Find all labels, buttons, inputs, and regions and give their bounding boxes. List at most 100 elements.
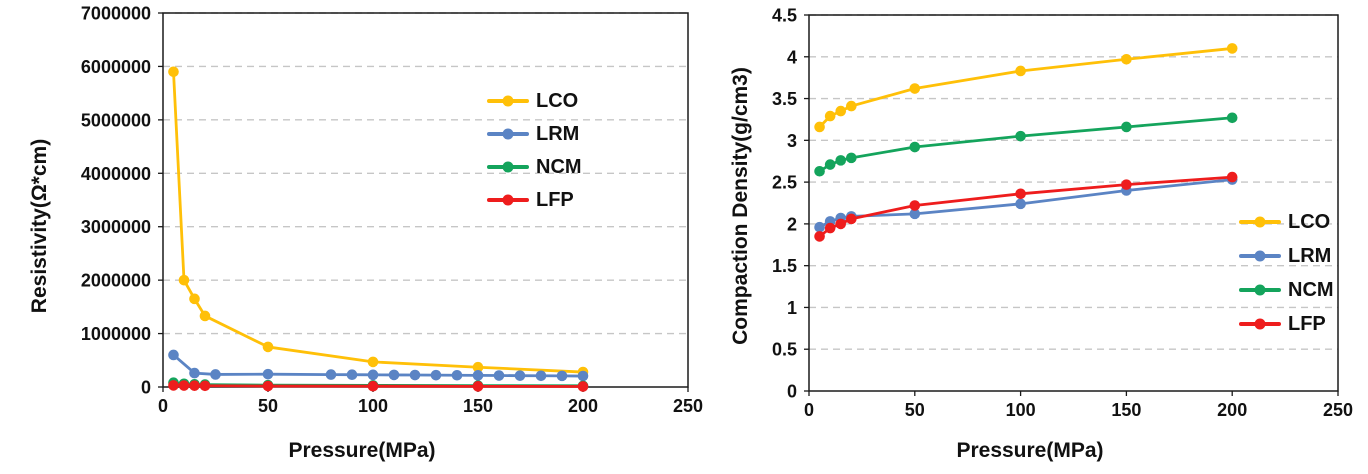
data-point bbox=[1015, 130, 1026, 142]
lrm-line-marker-swatch bbox=[1239, 250, 1281, 262]
series-LCO bbox=[814, 43, 1238, 133]
data-point bbox=[430, 369, 442, 381]
y-tick-label: 4000000 bbox=[81, 164, 151, 184]
data-point bbox=[367, 356, 379, 368]
data-point bbox=[1226, 43, 1238, 54]
y-tick-label: 4.5 bbox=[772, 5, 797, 25]
y-tick-label: 2 bbox=[787, 214, 797, 234]
x-tick-label: 50 bbox=[905, 400, 925, 420]
data-point bbox=[1015, 198, 1026, 210]
x-tick-label: 0 bbox=[804, 400, 814, 420]
ncm-line-marker-swatch bbox=[1239, 284, 1281, 296]
data-point bbox=[210, 369, 221, 380]
legend-label-ncm: NCM bbox=[536, 155, 582, 178]
legend-label-lrm: LRM bbox=[536, 122, 580, 145]
data-point bbox=[1226, 171, 1238, 183]
data-point bbox=[367, 380, 379, 392]
legend-item-lco: LCO bbox=[487, 84, 582, 117]
data-point bbox=[346, 369, 358, 381]
legend-item-ncm: NCM bbox=[487, 150, 582, 183]
data-point bbox=[909, 200, 921, 211]
data-point bbox=[409, 369, 421, 381]
data-point bbox=[824, 222, 836, 234]
y-tick-label: 1 bbox=[787, 298, 797, 318]
data-point bbox=[814, 221, 825, 233]
y-tick-label: 2000000 bbox=[81, 271, 151, 291]
data-point bbox=[1121, 121, 1132, 133]
series-LRM bbox=[168, 349, 589, 382]
y-tick-label: 2.5 bbox=[772, 173, 797, 193]
data-point bbox=[909, 208, 921, 220]
data-point bbox=[472, 361, 484, 373]
x-tick-label: 0 bbox=[158, 396, 168, 416]
x-tick-label: 100 bbox=[1006, 400, 1036, 420]
data-point bbox=[199, 380, 211, 392]
y-tick-label: 5000000 bbox=[81, 110, 151, 130]
series-NCM bbox=[814, 112, 1238, 177]
data-point bbox=[367, 369, 379, 381]
legend-label-ncm: NCM bbox=[1288, 279, 1334, 301]
legend-item-lco: LCO bbox=[1239, 205, 1334, 239]
data-point bbox=[846, 100, 857, 112]
x-tick-label: 250 bbox=[673, 396, 703, 416]
data-point bbox=[189, 380, 200, 391]
data-point bbox=[451, 369, 463, 381]
data-point bbox=[1015, 65, 1026, 77]
data-point bbox=[909, 83, 921, 94]
data-point bbox=[325, 369, 337, 380]
y-tick-label: 4 bbox=[787, 47, 797, 67]
data-point bbox=[514, 370, 526, 381]
series-LFP bbox=[814, 171, 1238, 242]
data-point bbox=[472, 370, 484, 381]
y-tick-labels: 0 1000000 2000000 3000000 4000000 5000000 6000… bbox=[81, 3, 151, 397]
data-point bbox=[262, 341, 274, 353]
data-point bbox=[535, 370, 547, 382]
x-tick-label: 250 bbox=[1323, 400, 1353, 420]
legend-resistivity: LCO LRM NCM LFP bbox=[487, 84, 582, 216]
legend-label-lco: LCO bbox=[536, 89, 579, 112]
y-tick-label: 3.5 bbox=[772, 89, 797, 109]
data-point bbox=[577, 370, 589, 382]
data-point bbox=[1015, 188, 1026, 200]
data-point bbox=[909, 141, 921, 153]
x-tick-label: 200 bbox=[568, 396, 598, 416]
data-point bbox=[814, 165, 825, 177]
lrm-line-marker-swatch bbox=[487, 128, 529, 139]
lfp-line-marker-swatch bbox=[1239, 318, 1281, 330]
data-point bbox=[814, 121, 825, 133]
data-point bbox=[168, 349, 179, 361]
y-tick-label: 3 bbox=[787, 131, 797, 151]
series-LRM-line bbox=[818, 178, 1234, 229]
y-tick-label: 1.5 bbox=[772, 256, 797, 276]
x-tick-label: 150 bbox=[463, 396, 493, 416]
data-point bbox=[189, 293, 200, 305]
legend-item-lfp: LFP bbox=[487, 183, 582, 216]
left-y-axis-title: Resistivity(Ω*cm) bbox=[28, 138, 51, 314]
lfp-line-marker-swatch bbox=[487, 194, 529, 205]
legend-item-lrm: LRM bbox=[487, 117, 582, 150]
y-tick-label: 6000000 bbox=[81, 57, 151, 77]
y-tick-label: 1000000 bbox=[81, 324, 151, 344]
data-point bbox=[472, 381, 484, 392]
data-point bbox=[168, 380, 179, 391]
right-y-axis-title: Compaction Density(g/cm3) bbox=[729, 67, 752, 345]
data-point bbox=[1121, 53, 1132, 65]
data-point bbox=[1226, 112, 1238, 124]
data-point bbox=[189, 367, 200, 379]
legend-item-ncm: NCM bbox=[1239, 273, 1334, 307]
legend-label-lco: LCO bbox=[1288, 211, 1331, 233]
y-tick-label: 0 bbox=[141, 377, 151, 397]
data-point bbox=[168, 66, 179, 78]
left-x-axis-title: Pressure(MPa) bbox=[288, 439, 436, 462]
data-point bbox=[262, 368, 274, 380]
data-point bbox=[824, 110, 836, 122]
series-LCO bbox=[168, 66, 589, 378]
y-tick-label: 0.5 bbox=[772, 340, 797, 360]
x-tick-label: 150 bbox=[1111, 400, 1141, 420]
series-LFP bbox=[168, 380, 589, 392]
legend-label-lfp: LFP bbox=[536, 188, 574, 211]
y-tick-label: 7000000 bbox=[81, 3, 151, 23]
